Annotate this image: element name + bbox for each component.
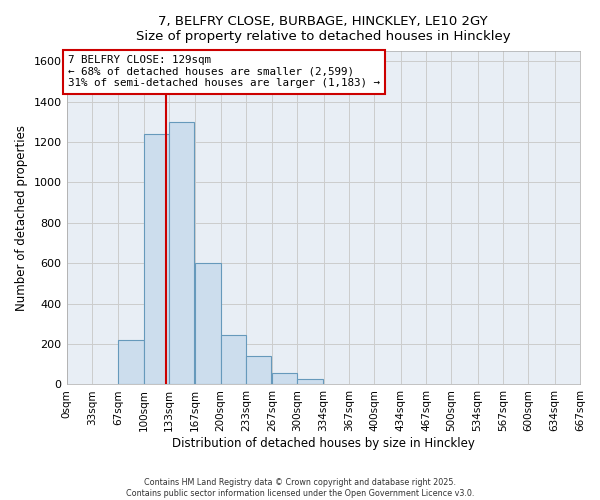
- Title: 7, BELFRY CLOSE, BURBAGE, HINCKLEY, LE10 2GY
Size of property relative to detach: 7, BELFRY CLOSE, BURBAGE, HINCKLEY, LE10…: [136, 15, 511, 43]
- Bar: [143, 134, 169, 384]
- Text: Contains HM Land Registry data © Crown copyright and database right 2025.
Contai: Contains HM Land Registry data © Crown c…: [126, 478, 474, 498]
- X-axis label: Distribution of detached houses by size in Hinckley: Distribution of detached houses by size …: [172, 437, 475, 450]
- Bar: [195, 263, 221, 384]
- Bar: [169, 122, 194, 384]
- Bar: [298, 380, 323, 384]
- Bar: [118, 340, 143, 384]
- Text: 7 BELFRY CLOSE: 129sqm
← 68% of detached houses are smaller (2,599)
31% of semi-: 7 BELFRY CLOSE: 129sqm ← 68% of detached…: [68, 55, 380, 88]
- Bar: [221, 335, 246, 384]
- Bar: [246, 356, 271, 384]
- Bar: [272, 374, 298, 384]
- Y-axis label: Number of detached properties: Number of detached properties: [15, 125, 28, 311]
